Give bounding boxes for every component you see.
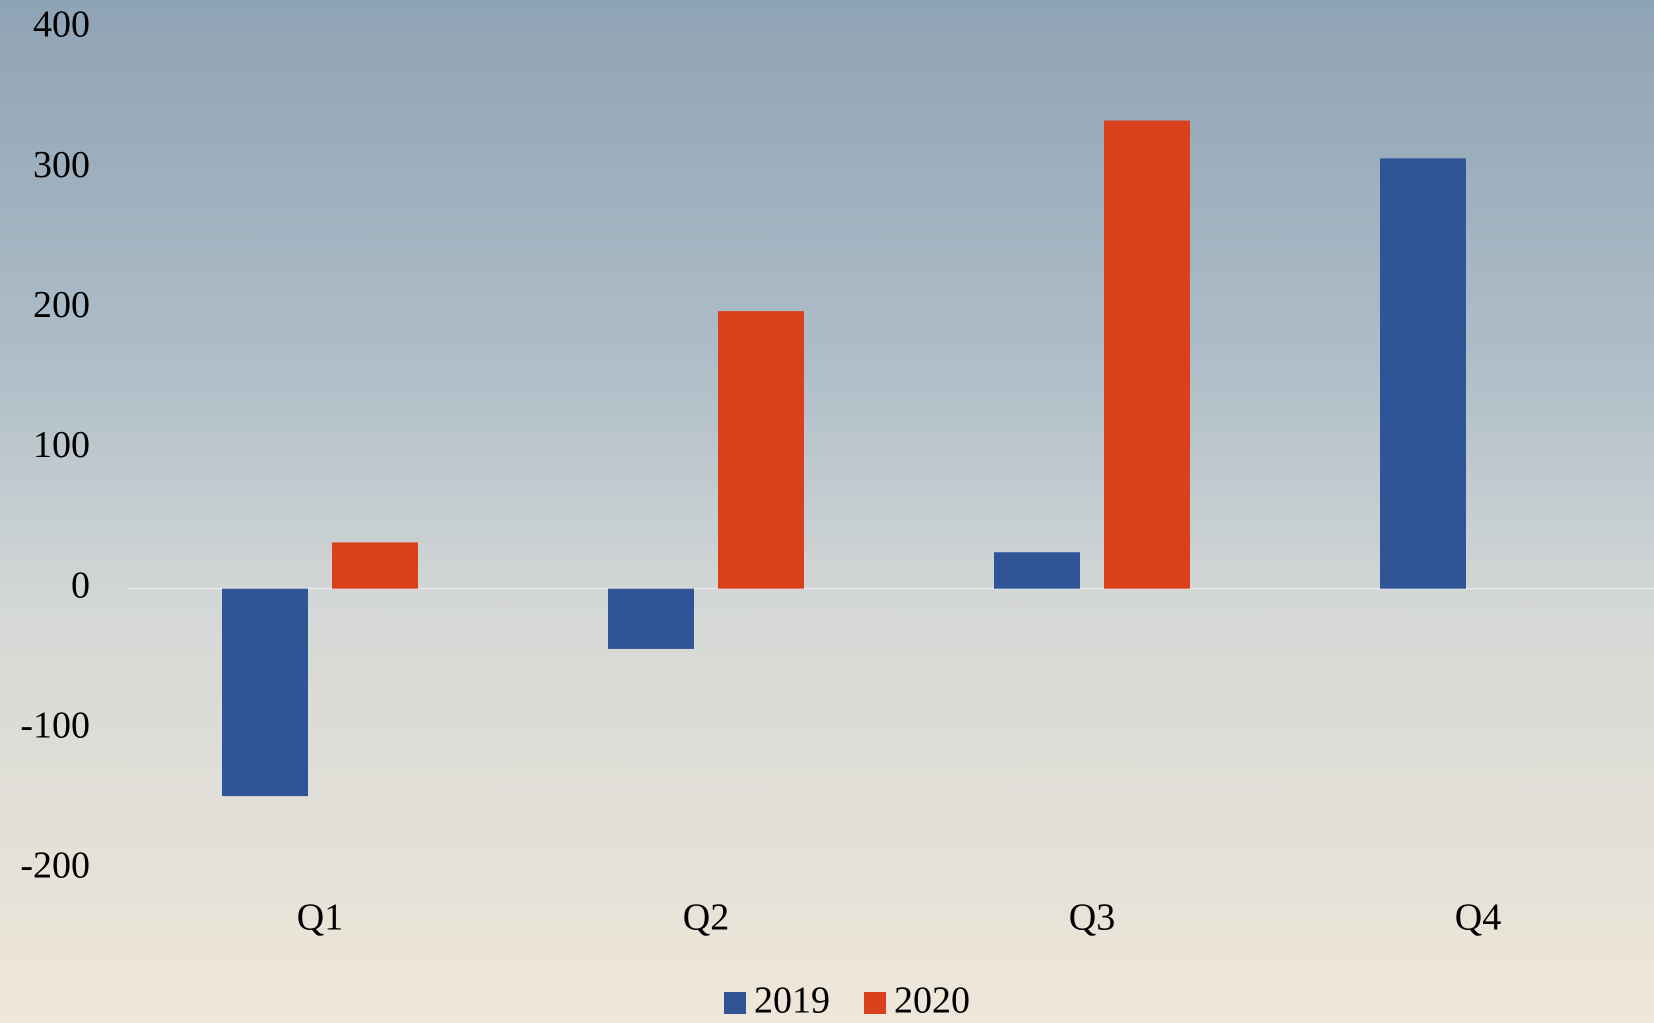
y-tick-label: 300 xyxy=(33,144,90,186)
bar xyxy=(222,588,308,797)
bar xyxy=(718,311,804,589)
bar xyxy=(1104,120,1190,589)
bar xyxy=(332,542,418,589)
y-tick-label: 200 xyxy=(33,284,90,326)
legend-label: 2020 xyxy=(894,980,970,1022)
y-tick-label: 100 xyxy=(33,424,90,466)
x-tick-label: Q2 xyxy=(683,897,729,939)
y-tick-label: 400 xyxy=(33,4,90,46)
y-tick-label: 0 xyxy=(71,564,90,606)
x-tick-label: Q4 xyxy=(1455,897,1501,939)
x-tick-label: Q3 xyxy=(1069,897,1115,939)
y-tick-label: -100 xyxy=(20,705,90,747)
x-tick-label: Q1 xyxy=(297,897,343,939)
legend-swatch xyxy=(864,992,886,1014)
y-tick-label: -200 xyxy=(20,845,90,887)
legend-label: 2019 xyxy=(754,980,830,1022)
bar xyxy=(994,552,1080,589)
legend-swatch xyxy=(724,992,746,1014)
bar xyxy=(1380,158,1466,589)
bar xyxy=(608,588,694,649)
